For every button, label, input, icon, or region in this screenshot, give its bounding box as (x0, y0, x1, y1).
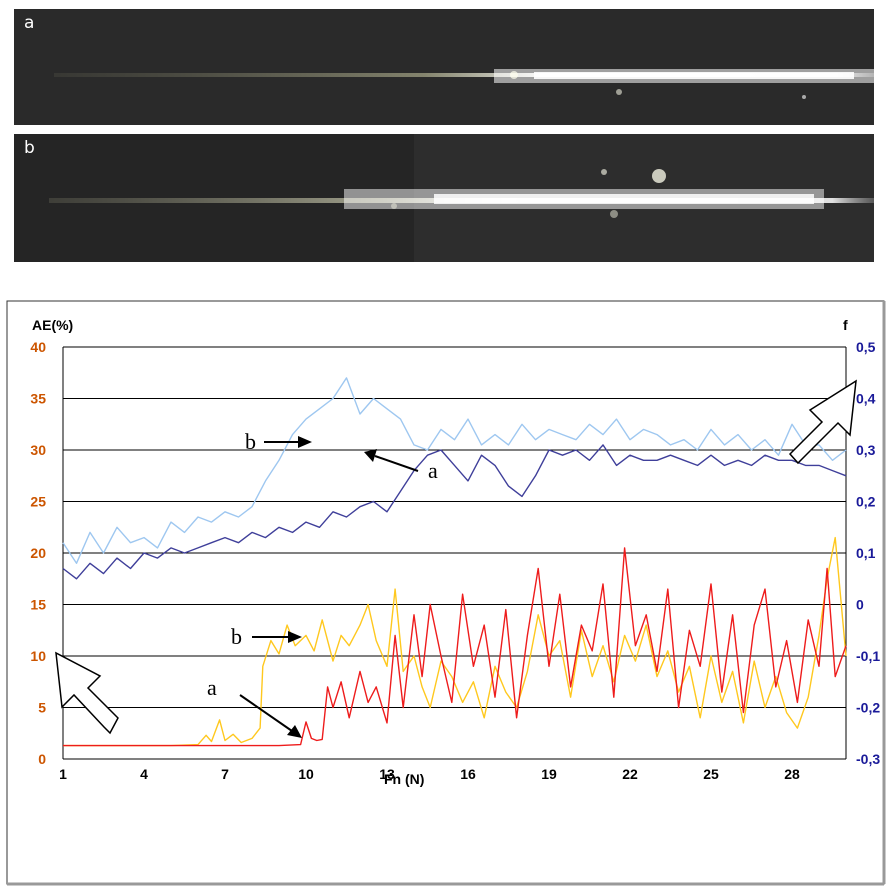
y-right-tick-label: 0 (856, 597, 864, 613)
micrograph-b: b (14, 134, 874, 262)
x-tick-label: 19 (541, 766, 557, 782)
y-left-tick-label: 20 (30, 545, 46, 561)
y-left-tick-label: 30 (30, 442, 46, 458)
y-right-tick-label: -0,3 (856, 751, 880, 767)
x-tick-label: 7 (221, 766, 229, 782)
y-right-tick-label: 0,2 (856, 494, 876, 510)
chart: 0 -0,3 5 -0,2 10 -0,1 15 0 20 0,1 25 0,2 30 0,3 35 0,4 4… (0, 297, 893, 887)
y-left-tick-label: 25 (30, 494, 46, 510)
x-tick-label: 25 (703, 766, 719, 782)
arrow-a-lower (239, 694, 293, 732)
arrow-a-upper (374, 455, 419, 472)
y-right-tick-label: -0,1 (856, 648, 880, 664)
annotation-b-lower: b (231, 624, 242, 649)
scratch-track-b (14, 134, 874, 262)
x-tick-label: 13 (379, 766, 395, 782)
friction-series-b-line (62, 377, 847, 564)
y-left-tick-label: 15 (30, 597, 46, 613)
y-left-tick-label: 40 (30, 339, 46, 355)
y-right-tick-label: -0,2 (856, 700, 880, 716)
micrograph-a: a (14, 9, 874, 125)
photo-label-a: a (24, 13, 35, 33)
x-tick-label: 28 (784, 766, 800, 782)
gridlines (63, 346, 846, 760)
x-tick-label: 10 (298, 766, 314, 782)
ae-series-b-line (63, 536, 847, 747)
y-right-tick-label: 0,4 (856, 391, 876, 407)
annotation-a-lower: a (207, 675, 217, 700)
x-tick-label: 16 (460, 766, 476, 782)
y-left-tick-label: 10 (30, 648, 46, 664)
y-right-tick-label: 0,3 (856, 442, 876, 458)
x-tick-label: 1 (59, 766, 67, 782)
annotation-a-upper: a (428, 458, 438, 483)
x-tick-label: 22 (622, 766, 638, 782)
y-right-axis-title: f (843, 317, 848, 333)
x-axis-title: Fn (N) (384, 771, 424, 787)
y-left-tick-label: 5 (38, 700, 46, 716)
chart-svg: 0 -0,3 5 -0,2 10 -0,1 15 0 20 0,1 25 0,2 30 0,3 35 0,4 4… (6, 300, 886, 886)
y-right-tick-label: 0,1 (856, 545, 876, 561)
arrowhead-a-lower (287, 725, 302, 738)
chart-frame (6, 300, 885, 885)
y-left-tick-label: 0 (38, 751, 46, 767)
arrow-icon-right-axis (788, 379, 857, 465)
photo-label-b: b (24, 138, 35, 158)
arrowhead-a-upper (364, 449, 377, 462)
arrowhead-b-lower (288, 631, 302, 643)
tick-labels: 0 -0,3 5 -0,2 10 -0,1 15 0 20 0,1 25 0,2 30 0,3 35 0,4 4… (30, 339, 880, 782)
y-left-axis-title: AE(%) (32, 317, 73, 333)
y-right-tick-label: 0,5 (856, 339, 876, 355)
y-left-tick-label: 35 (30, 391, 46, 407)
x-tick-label: 4 (140, 766, 148, 782)
scratch-track-a (14, 9, 874, 125)
arrowhead-b-upper (298, 436, 312, 448)
arrow-icon-left-axis (55, 651, 119, 735)
friction-series-a-line (62, 444, 847, 580)
ae-series-a-line (63, 547, 847, 747)
annotation-b-upper: b (245, 429, 256, 454)
series (62, 377, 847, 747)
